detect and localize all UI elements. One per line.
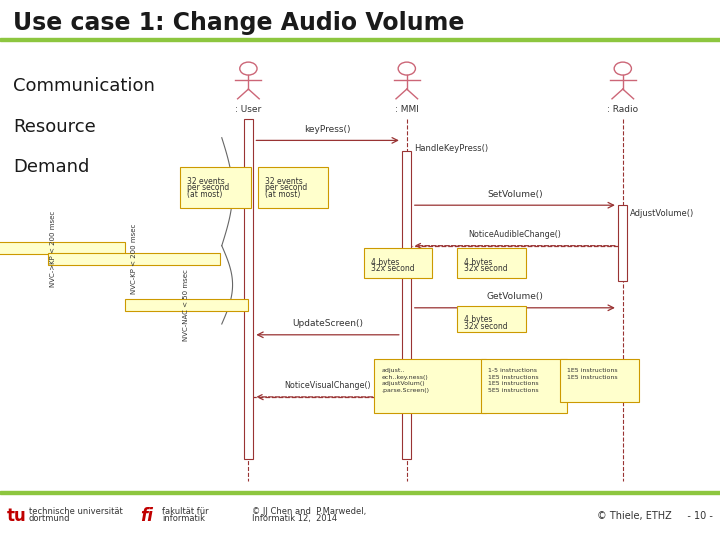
- Text: 4 bytes: 4 bytes: [464, 258, 492, 267]
- Text: 5E5 instructions: 5E5 instructions: [488, 388, 539, 393]
- Text: NoticeVisualChange(): NoticeVisualChange(): [284, 381, 371, 390]
- Text: 1E5 instructions: 1E5 instructions: [567, 375, 618, 380]
- Text: 4 bytes: 4 bytes: [464, 315, 492, 325]
- Text: SetVolume(): SetVolume(): [487, 190, 543, 199]
- Text: Informatik 12,  2014: Informatik 12, 2014: [252, 514, 337, 523]
- Text: ech..key.ness(): ech..key.ness(): [382, 375, 428, 380]
- FancyBboxPatch shape: [258, 167, 328, 208]
- Text: Use case 1: Change Audio Volume: Use case 1: Change Audio Volume: [13, 11, 464, 35]
- Text: : Radio: : Radio: [607, 105, 639, 114]
- FancyBboxPatch shape: [481, 359, 567, 413]
- Text: Demand: Demand: [13, 158, 89, 177]
- Text: tu: tu: [7, 507, 27, 525]
- Text: 1-5 instructions: 1-5 instructions: [488, 368, 537, 373]
- Text: 32x second: 32x second: [464, 322, 508, 331]
- Text: dortmund: dortmund: [29, 514, 71, 523]
- Text: HandleKeyPress(): HandleKeyPress(): [414, 144, 488, 153]
- Text: NVC-KP < 200 msec: NVC-KP < 200 msec: [131, 224, 137, 294]
- FancyBboxPatch shape: [125, 299, 248, 311]
- Text: 32x second: 32x second: [371, 264, 415, 273]
- FancyBboxPatch shape: [560, 359, 639, 402]
- Text: 32 events: 32 events: [265, 177, 302, 186]
- FancyBboxPatch shape: [457, 306, 526, 332]
- Text: technische universität: technische universität: [29, 507, 122, 516]
- Text: 32x second: 32x second: [464, 264, 508, 273]
- Text: 1E5 instructions: 1E5 instructions: [488, 375, 539, 380]
- FancyBboxPatch shape: [402, 151, 412, 459]
- Text: NoticeAudibleChange(): NoticeAudibleChange(): [469, 230, 561, 239]
- Text: © Thiele, ETHZ     - 10 -: © Thiele, ETHZ - 10 -: [597, 511, 713, 521]
- Text: : MMI: : MMI: [395, 105, 419, 114]
- Text: informatik: informatik: [162, 514, 205, 523]
- FancyBboxPatch shape: [618, 205, 628, 281]
- FancyBboxPatch shape: [374, 359, 486, 413]
- Text: : User: : User: [235, 105, 261, 114]
- Text: 4 bytes: 4 bytes: [371, 258, 399, 267]
- FancyBboxPatch shape: [180, 167, 251, 208]
- FancyBboxPatch shape: [48, 253, 220, 265]
- FancyBboxPatch shape: [364, 248, 432, 278]
- Text: 32 events: 32 events: [187, 177, 225, 186]
- Text: 1E5 instructions: 1E5 instructions: [567, 368, 618, 373]
- FancyBboxPatch shape: [457, 248, 526, 278]
- Text: fi: fi: [140, 507, 153, 525]
- FancyBboxPatch shape: [243, 119, 253, 459]
- Text: keyPress(): keyPress(): [305, 125, 351, 134]
- Text: © JJ Chen and  P.Marwedel,: © JJ Chen and P.Marwedel,: [252, 507, 366, 516]
- Text: Communication: Communication: [13, 77, 155, 96]
- FancyBboxPatch shape: [0, 242, 125, 254]
- Text: 1E5 instructions: 1E5 instructions: [488, 381, 539, 386]
- Text: per second: per second: [265, 183, 307, 192]
- Text: fakultät für: fakultät für: [162, 507, 209, 516]
- Text: .parse.Screen(): .parse.Screen(): [382, 388, 430, 393]
- Text: UpdateScreen(): UpdateScreen(): [292, 319, 363, 328]
- Text: (at most): (at most): [187, 190, 222, 199]
- Text: per second: per second: [187, 183, 230, 192]
- Text: NVC-NAC < 50 msec: NVC-NAC < 50 msec: [184, 269, 189, 341]
- Text: GetVolume(): GetVolume(): [487, 292, 543, 301]
- Text: (at most): (at most): [265, 190, 300, 199]
- Text: adjustVolum(): adjustVolum(): [382, 381, 426, 386]
- Text: NVC->KP < 200 msec: NVC->KP < 200 msec: [50, 210, 56, 287]
- Text: Resource: Resource: [13, 118, 96, 136]
- Text: AdjustVolume(): AdjustVolume(): [630, 209, 694, 218]
- Text: adjust..: adjust..: [382, 368, 405, 373]
